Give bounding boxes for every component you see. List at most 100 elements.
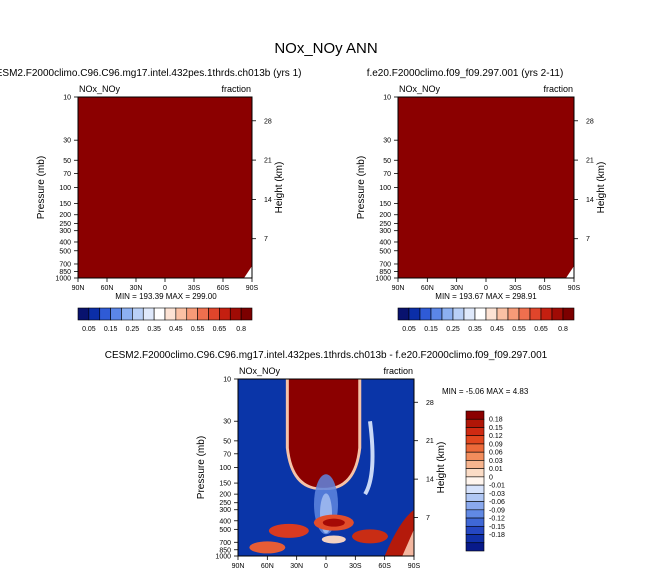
ytick-label-test: 100 — [59, 185, 71, 192]
htick-label-ref: 21 — [586, 158, 594, 165]
colorbar-main-swatch — [507, 307, 520, 321]
xtick-label-ref: 30S — [509, 285, 522, 292]
colorbar-main-label: 0.45 — [490, 326, 504, 333]
colorbar-diff-label: 0.06 — [489, 450, 503, 457]
ytick-label-test: 10 — [63, 95, 71, 102]
ytick-label-test: 200 — [59, 212, 71, 219]
colorbar-main-label: 0.35 — [468, 326, 482, 333]
ytick-label-ref: 850 — [379, 269, 391, 276]
ytick-label-ref: 400 — [379, 239, 391, 246]
colorbar-main-swatch — [99, 307, 111, 321]
diff-low-red-sh — [352, 529, 388, 544]
panel-test: CESM2.F2000climo.C96.C96.mg17.intel.432p… — [0, 68, 301, 301]
colorbar-diff-swatch — [465, 493, 485, 502]
xtick-label-ref: 30N — [450, 285, 463, 292]
colorbar-diff-swatch — [465, 542, 485, 552]
ytick-label-test: 30 — [63, 138, 71, 145]
colorbar-main-label: 0.25 — [126, 326, 140, 333]
colorbar-diff-label: -0.01 — [489, 483, 505, 490]
colorbar-diff-label: 0.15 — [489, 425, 503, 432]
ytick-label-ref: 200 — [379, 212, 391, 219]
diff-low-light — [321, 535, 346, 544]
right-label-test: fraction — [221, 84, 251, 94]
ytick-label-test: 50 — [63, 158, 71, 165]
htick-label-test: 7 — [264, 236, 268, 243]
diff-low-red-nh2 — [249, 541, 286, 554]
colorbar-diff-label: -0.09 — [489, 507, 505, 514]
diff-blob — [288, 379, 359, 488]
colorbar-main-swatch — [175, 307, 188, 321]
diff-light-band — [363, 420, 375, 496]
case-title-diff: CESM2.F2000climo.C96.C96.mg17.intel.432p… — [105, 350, 548, 361]
colorbar-main-swatch — [240, 307, 253, 321]
colorbar-main-swatch — [77, 307, 90, 321]
ytick-label-diff: 500 — [219, 527, 231, 534]
colorbar-diff-label: 0.18 — [489, 417, 503, 424]
field-diff — [238, 379, 414, 556]
colorbar-main-swatch — [419, 307, 432, 321]
colorbar-main-swatch — [186, 307, 198, 321]
colorbar-main-swatch — [121, 307, 133, 321]
ytick-label-ref: 70 — [383, 171, 391, 178]
colorbar-diff-label: -0.15 — [489, 524, 505, 531]
colorbar-main-label: 0.15 — [104, 326, 118, 333]
colorbar-diff-label: -0.18 — [489, 532, 505, 539]
colorbar-main-swatch — [485, 307, 498, 321]
ytick-label-ref: 30 — [383, 138, 391, 145]
diff-sh-surface-red — [384, 509, 414, 556]
xtick-label-test: 30S — [188, 285, 201, 292]
ytick-label-diff: 850 — [219, 547, 231, 554]
htick-label-test: 28 — [264, 118, 272, 125]
colorbar-main-label: 0.8 — [236, 326, 246, 333]
htick-label-test: 21 — [264, 158, 272, 165]
ytick-label-ref: 500 — [379, 248, 391, 255]
colorbar-diff-label: 0.03 — [489, 458, 503, 465]
xtick-label-diff: 90S — [408, 563, 421, 570]
colorbar-diff-swatch — [465, 509, 485, 519]
left-label-ref: NOx_NOy — [399, 84, 441, 94]
xtick-label-ref: 90N — [392, 285, 405, 292]
colorbar-main-swatch — [408, 307, 421, 321]
xtick-label-diff: 30N — [290, 563, 303, 570]
panel-ref: f.e20.F2000climo.f09_f09.297.001 (yrs 2-… — [356, 68, 607, 301]
colorbar-main-swatch — [529, 307, 542, 321]
colorbar-diff: 0.180.150.120.090.060.030.010-0.01-0.03-… — [465, 410, 505, 552]
ylabel-right-test: Height (km) — [274, 162, 285, 214]
ytick-label-test: 70 — [63, 171, 71, 178]
colorbar-main-swatch — [551, 307, 564, 321]
field-test — [78, 97, 252, 278]
ytick-label-test: 150 — [59, 201, 71, 208]
colorbar-diff-swatch — [465, 443, 485, 453]
xtick-label-diff: 30S — [349, 563, 362, 570]
colorbar-diff-label: 0 — [489, 474, 493, 481]
xtick-label-test: 30N — [130, 285, 143, 292]
colorbar-main-label: 0.05 — [402, 326, 416, 333]
ylabel-diff: Pressure (mb) — [196, 436, 207, 499]
colorbar-main-swatch — [88, 307, 101, 321]
colorbar-diff-swatch — [465, 460, 485, 469]
case-title-ref: f.e20.F2000climo.f09_f09.297.001 (yrs 2-… — [367, 68, 564, 79]
surface-corner-test — [244, 266, 252, 278]
diff-low-red-core — [322, 518, 345, 527]
field-ref — [398, 97, 574, 278]
colorbar-main-swatch — [164, 307, 177, 321]
colorbar-main-label: 0.45 — [169, 326, 183, 333]
xtick-label-diff: 0 — [324, 563, 328, 570]
right-label-ref: fraction — [543, 84, 573, 94]
htick-label-diff: 21 — [426, 438, 434, 445]
ytick-label-test: 500 — [59, 248, 71, 255]
colorbar-main-swatch — [474, 307, 487, 321]
colorbar-main-swatch — [496, 307, 509, 321]
surface-corner-ref — [566, 266, 574, 278]
colorbar-diff-swatch — [465, 451, 485, 461]
colorbar-diff-swatch — [465, 517, 485, 527]
ylabel-ref: Pressure (mb) — [356, 156, 367, 219]
xtick-label-ref: 0 — [484, 285, 488, 292]
htick-label-diff: 7 — [426, 515, 430, 522]
colorbar-main-swatch — [463, 307, 476, 321]
colorbar-main-swatch — [430, 307, 443, 321]
colorbar-main-label: 0.05 — [82, 326, 96, 333]
diff-sh-surface-light — [402, 529, 414, 556]
colorbar-main-swatch — [132, 307, 144, 321]
ytick-label-ref: 10 — [383, 95, 391, 102]
